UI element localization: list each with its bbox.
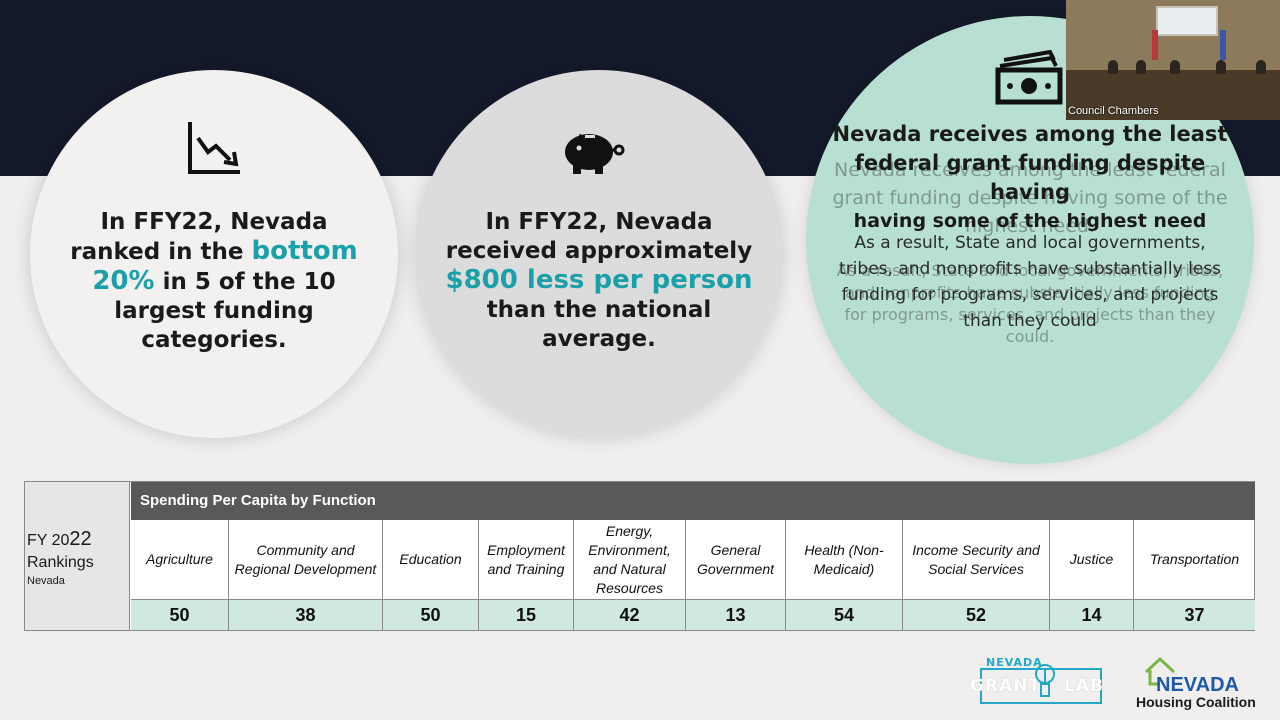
state-label: Nevada [27,575,65,587]
grant-lab-logo-frame [980,668,1102,704]
rankings-table: FY 2022 Rankings Nevada Spending Per Cap… [24,481,1255,631]
video-location-label: Council Chambers [1068,105,1159,117]
federal-funding-headline: Nevada receives among the least federal … [832,122,1228,204]
ranking-value-cell: 14 [1050,600,1134,630]
per-person-text-pre: In FFY22, Nevada received approximately [445,209,753,264]
fiscal-year-suffix: 22 [69,528,92,550]
stat-circle-ranking: In FFY22, Nevada ranked in the bottom 20… [30,70,398,438]
video-flag-state [1220,30,1226,60]
fiscal-year-label: FY 2022 [27,528,92,551]
stat-circle-per-person: In FFY22, Nevada received approximately … [415,70,783,438]
transition-ghost-body: As a result, State and local governments… [836,261,1224,346]
video-person [1256,60,1266,74]
piggy-bank-icon [565,134,625,174]
housing-logo-top: NEVADA [1156,674,1239,696]
ranking-value-cell: 50 [383,600,479,630]
category-cell: Justice [1050,520,1134,599]
grant-lab-logo-left: GRANT [970,676,1042,696]
ranking-text-pre: In FFY22, Nevada ranked in the [70,209,328,265]
category-cell: Income Security and Social Services [903,520,1050,599]
category-row: Agriculture Community and Regional Devel… [131,520,1255,599]
video-projector-screen [1156,6,1218,36]
rankings-label: Rankings [27,554,94,571]
category-cell: Education [383,520,479,599]
category-cell: Employment and Training [479,520,574,599]
ranking-text-post: in 5 of the 10 largest funding categorie… [114,269,336,353]
video-flag-us [1152,30,1158,60]
per-person-highlight: $800 less per person [445,265,753,295]
ranking-highlight: bottom 20% [92,236,358,296]
house-icon [1144,656,1176,686]
ranking-value-cell: 54 [786,600,903,630]
federal-funding-subhead: having some of the highest need [853,210,1207,232]
grant-lab-logo-right: LAB [1064,676,1104,696]
declining-chart-icon [188,122,240,174]
category-cell: Transportation [1149,551,1240,567]
video-person [1170,60,1180,74]
per-person-text-post: than the national average. [486,297,712,352]
ranking-value-cell: 15 [479,600,574,630]
category-cell: General Government [686,520,786,599]
ranking-value-cell: 38 [229,600,383,630]
ranking-value-row: 50 38 50 15 42 13 54 52 14 37 [131,599,1255,630]
category-cell: Community and Regional Development [229,520,383,599]
ranking-statement: In FFY22, Nevada ranked in the bottom 20… [66,208,362,355]
category-cell: Agriculture [131,520,229,599]
per-person-statement: In FFY22, Nevada received approximately … [445,208,753,354]
video-feed[interactable]: Council Chambers [1066,0,1280,120]
nevada-housing-coalition-logo: NEVADA Housing Coalition [1134,656,1274,712]
table-header: Spending Per Capita by Function [131,482,1255,520]
ranking-value-cell: 42 [574,600,686,630]
rankings-label-cell: FY 2022 Rankings Nevada [25,482,130,630]
federal-funding-body: As a result, State and local governments… [839,233,1221,331]
video-person [1216,60,1226,74]
housing-logo-bottom: Housing Coalition [1136,694,1256,710]
ranking-value-cell: 50 [131,600,229,630]
video-person [1108,60,1118,74]
grant-lab-logo-top: NEVADA [986,656,1043,669]
nevada-grant-lab-logo: NEVADA GRANT LAB [968,656,1118,708]
ranking-value-cell: 52 [903,600,1050,630]
category-cell: Energy, Environment, and Natural Resourc… [574,520,686,599]
fiscal-year-prefix: FY 20 [27,532,70,549]
money-bill-icon [995,50,1063,105]
transition-ghost-headline: Nevada receives among the least federal … [832,159,1228,237]
ranking-value-cell: 13 [686,600,786,630]
ranking-value-cell: 37 [1184,604,1205,625]
category-cell: Health (Non-Medicaid) [786,520,903,599]
video-person [1136,60,1146,74]
video-dais [1066,70,1280,120]
lightbulb-icon [1035,664,1055,697]
